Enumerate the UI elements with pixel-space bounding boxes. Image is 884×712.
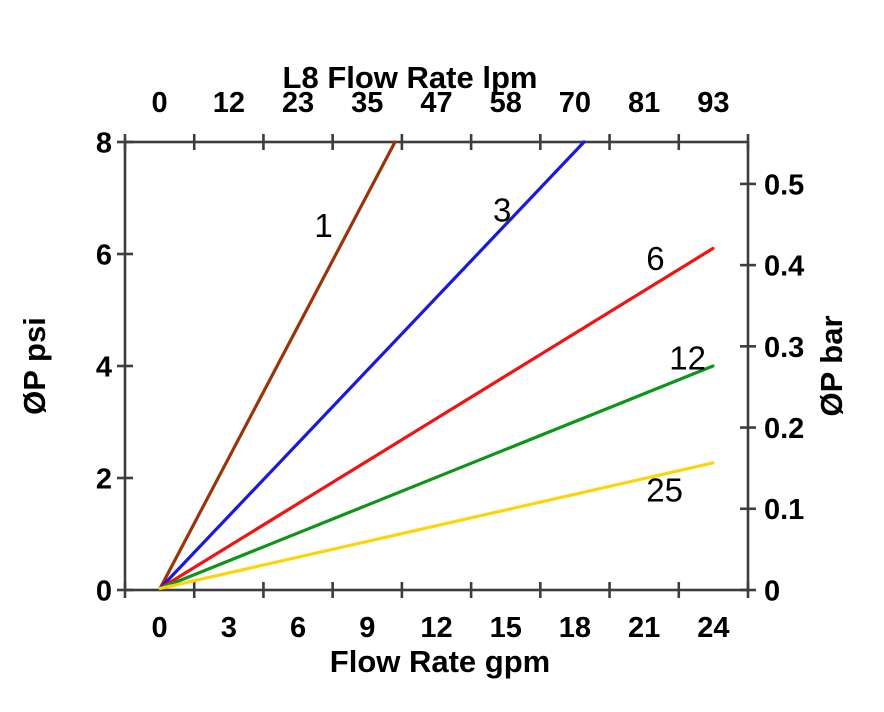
right-axis-tick-label: 0.5	[764, 169, 804, 201]
top-axis-tick-label: 0	[152, 87, 168, 119]
bottom-axis-tick-label: 18	[559, 612, 591, 644]
bottom-axis-tick-label: 12	[420, 612, 452, 644]
bottom-axis-tick-label: 3	[221, 612, 237, 644]
series-label-12: 12	[669, 339, 706, 376]
top-axis-tick-label: 58	[490, 87, 522, 119]
top-axis-tick-label: 70	[559, 87, 591, 119]
top-axis-tick-label: 93	[697, 87, 729, 119]
right-axis-title: ØP bar	[814, 315, 849, 416]
left-axis-tick-label: 6	[96, 239, 112, 271]
top-axis-tick-label: 81	[628, 87, 660, 119]
bottom-axis-tick-label: 24	[697, 612, 729, 644]
series-label-6: 6	[646, 240, 664, 277]
right-axis-tick-label: 0.2	[764, 413, 804, 445]
top-axis-title: L8 Flow Rate lpm	[283, 60, 538, 95]
series-label-25: 25	[646, 472, 683, 509]
bottom-axis-tick-label: 9	[359, 612, 375, 644]
right-axis-tick-label: 0.3	[764, 332, 804, 364]
bottom-axis-tick-label: 21	[628, 612, 660, 644]
bottom-axis-title: Flow Rate gpm	[330, 644, 550, 679]
series-label-3: 3	[493, 192, 511, 229]
left-axis-tick-label: 2	[96, 463, 112, 495]
bottom-axis-tick-label: 0	[152, 612, 168, 644]
top-axis-tick-label: 23	[282, 87, 314, 119]
series-label-1: 1	[314, 207, 332, 244]
left-axis-title: ØP psi	[17, 317, 52, 415]
series-line-1	[158, 140, 397, 591]
series-line-25	[158, 461, 715, 591]
left-axis-tick-label: 4	[96, 351, 112, 383]
top-axis-tick-label: 12	[213, 87, 245, 119]
left-axis-tick-label: 8	[96, 127, 112, 159]
plot-frame	[123, 140, 750, 592]
top-axis-tick-label: 35	[351, 87, 383, 119]
top-axis-tick-label: 47	[420, 87, 452, 119]
right-axis-tick-label: 0.4	[764, 251, 804, 283]
series-line-6	[158, 246, 715, 591]
right-axis-tick-label: 0	[764, 575, 780, 607]
left-axis-tick-label: 0	[96, 575, 112, 607]
right-axis-tick-label: 0.1	[764, 494, 804, 526]
bottom-axis-tick-label: 15	[490, 612, 522, 644]
bottom-axis-tick-label: 6	[290, 612, 306, 644]
series-line-3	[158, 140, 586, 591]
series-line-12	[158, 364, 715, 591]
